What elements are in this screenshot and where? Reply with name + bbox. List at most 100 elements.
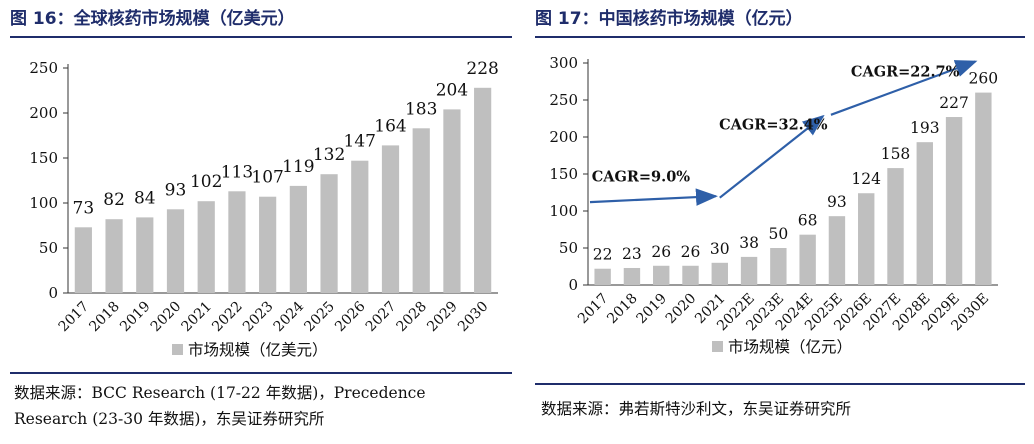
bar	[770, 248, 787, 285]
bar-value-label: 84	[134, 188, 156, 208]
y-tick-label: 0	[568, 276, 578, 294]
bar-value-label: 73	[73, 198, 95, 218]
bar	[320, 174, 338, 293]
bar	[351, 160, 369, 293]
bar-value-label: 158	[881, 145, 911, 163]
chart-title-left: 图 16：全球核药市场规模（亿美元）	[10, 9, 295, 29]
y-tick-label: 100	[29, 194, 58, 212]
bar-value-label: 204	[436, 80, 468, 100]
x-tick-label: 2027	[363, 299, 400, 336]
x-tick-label: 2018	[604, 291, 641, 328]
bar-value-label: 132	[313, 145, 345, 165]
bar-value-label: 93	[827, 193, 847, 211]
x-tick-label: 2023	[240, 299, 277, 336]
bar-value-label: 228	[466, 59, 498, 79]
bar-chart-left: 0 50 100 150 200 250 73 2017 82 2018 84 2019 93 2020 1…	[29, 59, 499, 359]
source-line: Research (23-30 年数据)，东吴证券研究所	[14, 410, 325, 428]
x-tick-label: 2028	[394, 299, 431, 336]
cagr-arrow	[589, 188, 718, 206]
bar	[136, 217, 154, 293]
legend-swatch	[712, 341, 723, 352]
x-tick-label: 2025	[301, 299, 338, 336]
cagr-arrow	[719, 114, 825, 199]
bar-value-label: 119	[282, 157, 314, 177]
bar	[740, 256, 758, 285]
y-tick-label: 0	[48, 284, 58, 302]
source-left: 数据来源：BCC Research (17-22 年数据)，Precedence…	[14, 380, 514, 432]
bar	[197, 201, 215, 293]
y-tick-label: 150	[549, 165, 578, 183]
y-tick-label: 100	[549, 202, 578, 220]
x-tick-label: 2019	[634, 291, 671, 328]
bar-value-label: 82	[103, 190, 125, 210]
bar-value-label: 93	[165, 180, 187, 200]
bar	[228, 191, 246, 293]
x-tick-label: 2026	[332, 298, 369, 335]
x-tick-label: 2018	[86, 299, 123, 336]
cagr-arrow	[830, 60, 978, 116]
x-tick-label: 2030	[455, 299, 492, 336]
bar	[259, 196, 277, 293]
source-right: 数据来源：弗若斯特沙利文，东吴证券研究所	[541, 396, 1021, 422]
title-rule-right	[535, 36, 1025, 38]
bar	[887, 168, 904, 285]
x-tick-label: 2017	[575, 291, 612, 328]
bar	[412, 128, 430, 293]
x-tick-label: 2022	[209, 299, 246, 336]
legend-label: 市场规模（亿元）	[728, 338, 852, 356]
bar	[799, 234, 816, 285]
bar-value-label: 124	[851, 170, 881, 188]
x-tick-label: 2024	[271, 298, 308, 335]
source-rule-left	[10, 372, 512, 374]
bar-value-label: 26	[681, 243, 701, 261]
bar	[653, 265, 670, 285]
legend-label: 市场规模（亿美元）	[188, 341, 328, 359]
cagr-label: CAGR=9.0%	[592, 168, 691, 185]
legend-swatch	[172, 344, 183, 355]
y-tick-label: 200	[29, 104, 58, 122]
x-tick-label: 2017	[56, 299, 93, 336]
bar-chart-right: 0 50 100 150 200 250 300 22 2017 23 2018 26 2019 26 20…	[549, 54, 999, 356]
y-tick-label: 300	[549, 54, 578, 72]
bar	[594, 268, 611, 285]
bar-value-label: 26	[651, 243, 671, 261]
bar	[916, 142, 933, 285]
bar-value-label: 147	[344, 132, 376, 152]
y-tick-label: 150	[29, 149, 58, 167]
bar	[74, 227, 92, 293]
bar	[945, 117, 963, 286]
y-tick-label: 50	[559, 239, 578, 257]
y-tick-label: 200	[549, 128, 578, 146]
title-rule-left	[10, 36, 512, 38]
bar-value-label: 38	[739, 234, 759, 252]
cagr-label: CAGR=32.4%	[719, 117, 828, 134]
x-tick-label: 2021	[179, 299, 216, 336]
bar-value-label: 107	[251, 168, 283, 188]
x-tick-label: 2029	[424, 299, 461, 336]
bar	[443, 109, 461, 294]
bar-value-label: 164	[374, 116, 406, 136]
cagr-label: CAGR=22.7%	[851, 63, 960, 80]
bar	[682, 265, 699, 285]
x-tick-label: 2020	[663, 291, 700, 328]
bar	[381, 145, 400, 293]
y-tick-label: 50	[39, 239, 58, 257]
bar	[289, 185, 307, 293]
x-tick-label: 2020	[148, 299, 185, 336]
bar-value-label: 50	[768, 225, 788, 243]
bar-value-label: 23	[622, 245, 642, 263]
bar-value-label: 227	[939, 94, 969, 112]
bar-value-label: 193	[910, 119, 940, 137]
bar-value-label: 30	[710, 240, 730, 258]
bar-value-label: 260	[969, 70, 999, 88]
bar	[828, 216, 846, 285]
bar-value-label: 113	[221, 162, 253, 182]
bar-value-label: 102	[190, 172, 222, 192]
bar-value-label: 68	[798, 212, 818, 230]
bar	[623, 267, 641, 285]
bar-value-label: 183	[405, 99, 437, 119]
y-tick-label: 250	[29, 59, 58, 77]
source-line: 数据来源：BCC Research (17-22 年数据)，Precedence	[14, 384, 426, 402]
bar	[858, 193, 875, 285]
source-rule-right	[535, 383, 1025, 385]
